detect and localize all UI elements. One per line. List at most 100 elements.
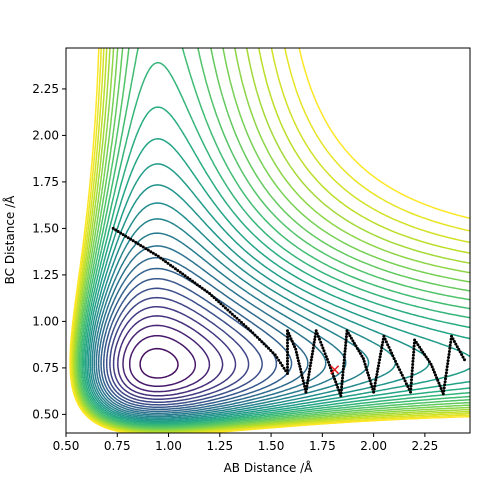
trajectory-point <box>312 340 316 344</box>
trajectory-point <box>151 251 155 255</box>
trajectory-point <box>377 361 381 365</box>
trajectory-point <box>311 346 315 350</box>
trajectory-point <box>429 362 433 366</box>
trajectory-point <box>111 226 115 230</box>
trajectory-point <box>362 359 366 363</box>
trajectory-point <box>173 267 177 271</box>
trajectory-point <box>318 337 321 341</box>
trajectory-point <box>409 390 412 394</box>
trajectory-point <box>370 385 374 388</box>
trajectory-point <box>134 240 138 244</box>
trajectory-point <box>379 349 383 353</box>
contour-level <box>69 48 470 433</box>
trajectory-point <box>287 331 291 335</box>
trajectory-point <box>316 335 320 338</box>
trajectory-point <box>341 373 345 377</box>
trajectory-point <box>286 347 289 351</box>
trajectory-point <box>411 363 415 366</box>
trajectory-point <box>304 387 308 391</box>
trajectory-point <box>210 294 214 298</box>
trajectory-point <box>273 353 277 357</box>
trajectory-point <box>325 357 329 361</box>
trajectory-point <box>344 335 348 339</box>
trajectory-point <box>286 335 289 339</box>
contour-level <box>80 48 470 427</box>
trajectory-point <box>448 346 452 350</box>
trajectory-point <box>310 352 314 356</box>
trajectory-point <box>431 368 435 372</box>
trajectory-point <box>258 338 261 341</box>
trajectory-point <box>306 376 310 379</box>
trajectory-point <box>208 292 212 295</box>
trajectory-point <box>460 353 464 356</box>
trajectory-point <box>435 376 439 380</box>
trajectory-point <box>279 361 282 365</box>
trajectory-point <box>343 349 347 353</box>
trajectory-point <box>224 306 227 310</box>
trajectory-point <box>447 350 451 353</box>
trajectory-point <box>286 368 289 372</box>
trajectory-point <box>351 339 355 343</box>
trajectory-point <box>343 347 347 350</box>
trajectory-point <box>286 362 289 366</box>
trajectory-point <box>308 367 312 371</box>
trajectory-point <box>286 338 289 342</box>
trajectory-point <box>378 355 382 359</box>
trajectory-point <box>240 320 243 324</box>
trajectory-point <box>300 373 304 377</box>
trajectory-point <box>412 350 416 354</box>
contour-level <box>100 267 293 411</box>
trajectory-point <box>339 391 343 395</box>
contour-level <box>72 48 470 433</box>
trajectory-point <box>304 390 308 394</box>
contour-level <box>117 315 224 397</box>
trajectory-point <box>443 383 447 387</box>
contour-level <box>86 163 470 422</box>
trajectory-point <box>156 254 160 258</box>
contour-level <box>95 245 327 414</box>
trajectory-point <box>373 381 377 385</box>
contour-level <box>139 347 179 379</box>
x-tick-label: 0.50 <box>53 439 80 453</box>
trajectory-point <box>344 341 348 344</box>
y-axis-ticks: 0.50 0.75 1.00 1.25 1.50 1.75 2.00 2.25 <box>32 82 66 421</box>
trajectory-point <box>307 373 311 376</box>
trajectory-point <box>288 334 292 338</box>
trajectory-point <box>301 376 304 380</box>
trajectory-point <box>253 333 257 337</box>
trajectory-point <box>437 381 441 385</box>
trajectory-point <box>221 304 225 308</box>
contour-level <box>128 334 197 388</box>
trajectory-point <box>454 342 458 346</box>
trajectory-point <box>384 340 388 344</box>
trajectory-point <box>399 371 403 375</box>
trajectory-point <box>367 376 371 380</box>
trajectory-point <box>438 384 442 388</box>
trajectory-point <box>414 340 418 344</box>
trajectory-point <box>320 343 324 347</box>
trajectory-point <box>349 336 353 340</box>
trajectory-point <box>312 343 316 347</box>
trajectory-point <box>444 377 447 381</box>
trajectory-point <box>392 357 396 361</box>
trajectory-point <box>450 334 453 338</box>
trajectory-point <box>203 288 207 292</box>
trajectory-point <box>369 382 373 386</box>
end-point-marker <box>330 365 340 375</box>
trajectory-point <box>373 384 377 388</box>
contour-level <box>78 48 470 428</box>
trajectory-point <box>345 329 349 333</box>
trajectory-point <box>293 345 296 349</box>
trajectory-point <box>447 356 450 359</box>
trajectory-point <box>449 340 453 344</box>
trajectory-point <box>290 339 294 343</box>
trajectory-point <box>313 338 317 341</box>
trajectory-point <box>298 364 302 368</box>
trajectory-point <box>377 364 380 368</box>
trajectory-point <box>402 376 406 380</box>
trajectory-point <box>410 375 414 379</box>
trajectory-point <box>114 228 118 232</box>
trajectory-point <box>264 344 268 348</box>
trajectory-point <box>309 361 313 365</box>
trajectory-point <box>411 353 415 357</box>
